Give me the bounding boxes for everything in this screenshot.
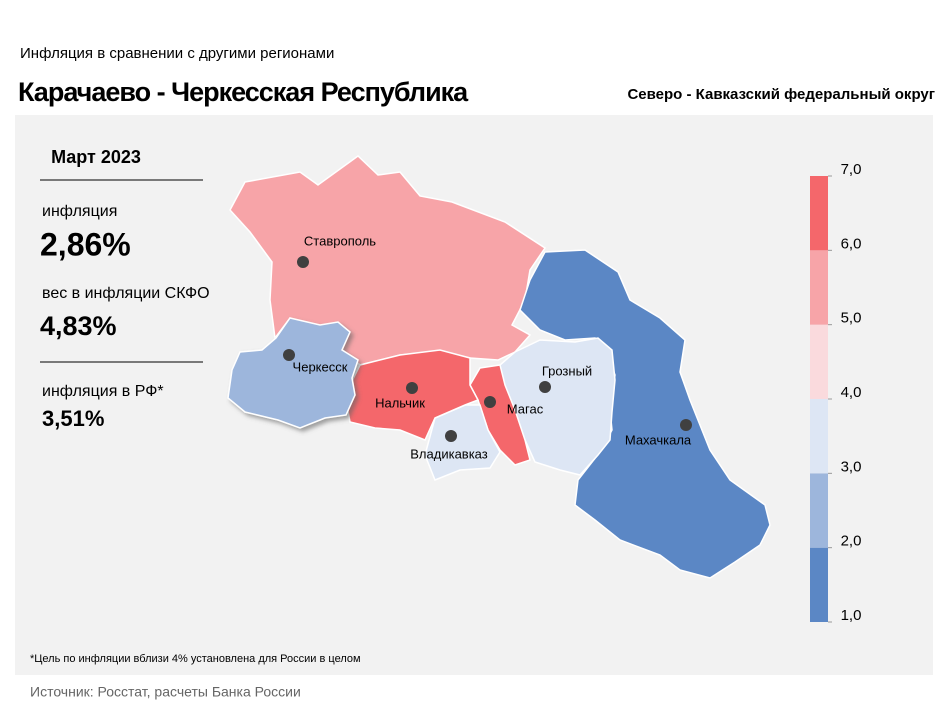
- region-north-ossetia: [424, 404, 501, 481]
- city-label: Махачкала: [625, 432, 692, 447]
- stat-value: 3,51%: [42, 406, 104, 431]
- legend-tick-label: 3,0: [841, 458, 862, 475]
- city-dot: [406, 382, 418, 394]
- city-label: Нальчик: [375, 395, 425, 410]
- legend-bin: [810, 324, 828, 399]
- city-dot: [680, 419, 692, 431]
- city-dot: [445, 430, 457, 442]
- legend-bin: [810, 176, 828, 251]
- city-layer: Ставрополь Черкесск Нальчик Магас Грозный Вла…: [283, 233, 692, 461]
- city-dot: [484, 396, 496, 408]
- legend-tick-label: 4,0: [841, 384, 862, 401]
- stat-label: инфляция: [42, 203, 117, 220]
- city-label: Магас: [507, 401, 544, 416]
- legend-bin: [810, 250, 828, 325]
- title: Карачаево - Черкесская Республика: [18, 77, 469, 107]
- subtitle: Инфляция в сравнении с другими регионами: [20, 45, 334, 62]
- legend-tick-label: 7,0: [841, 161, 862, 178]
- legend-bin: [810, 473, 828, 548]
- city-label: Черкесск: [293, 359, 348, 374]
- city-dot: [297, 256, 309, 268]
- city-label: Грозный: [542, 363, 592, 378]
- region-kchr: [227, 317, 359, 429]
- city-label: Ставрополь: [304, 233, 376, 248]
- stat-value: 4,83%: [40, 311, 117, 341]
- legend-bin: [810, 547, 828, 622]
- city-label: Владикавказ: [410, 446, 488, 461]
- period: Март 2023: [51, 147, 141, 167]
- district: Северо - Кавказский федеральный округ: [627, 86, 935, 103]
- legend-tick-label: 5,0: [841, 310, 862, 327]
- legend-tick-label: 1,0: [841, 607, 862, 624]
- footnote: *Цель по инфляции вблизи 4% установлена …: [30, 653, 361, 665]
- legend-tick-label: 2,0: [841, 533, 862, 550]
- source: Источник: Росстат, расчеты Банка России: [30, 684, 301, 700]
- city-dot: [283, 349, 295, 361]
- legend-bin: [810, 399, 828, 474]
- stat-label: вес в инфляции СКФО: [42, 285, 210, 302]
- legend: 1,0 2,0 3,0 4,0 5,0 6,0 7,0: [810, 161, 861, 624]
- map: [227, 155, 771, 579]
- stat-value: 2,86%: [40, 226, 131, 262]
- legend-tick-label: 6,0: [841, 235, 862, 252]
- stat-label: инфляция в РФ*: [42, 383, 164, 400]
- city-dot: [539, 381, 551, 393]
- region-kbr: [344, 349, 480, 441]
